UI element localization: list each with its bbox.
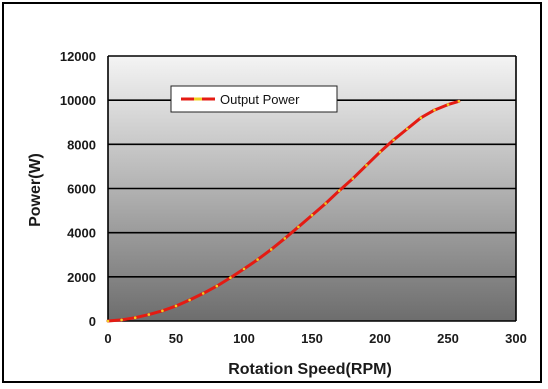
- data-point: [457, 99, 461, 103]
- data-point: [174, 304, 178, 308]
- x-tick-label: 250: [437, 331, 459, 346]
- data-point: [433, 108, 436, 112]
- x-axis-title: Rotation Speed(RPM): [228, 361, 392, 378]
- data-point: [310, 213, 314, 217]
- data-point: [106, 319, 110, 323]
- y-tick-label: 0: [89, 314, 96, 329]
- data-point: [283, 237, 287, 240]
- series-layer: [106, 99, 461, 323]
- data-point: [405, 127, 409, 131]
- y-tick-labels: 0 2000 4000 6000 8000 10000 12000: [60, 49, 96, 329]
- data-point: [215, 284, 219, 288]
- data-point: [188, 298, 191, 302]
- data-point: [324, 202, 327, 205]
- y-axis-title: Power(W): [27, 153, 44, 227]
- x-tick-label: 50: [169, 331, 183, 346]
- x-tick-label: 300: [505, 331, 527, 346]
- x-tick-label: 0: [104, 331, 111, 346]
- data-point: [269, 248, 273, 251]
- data-point: [256, 258, 259, 261]
- data-point: [419, 116, 423, 120]
- x-tick-labels: 0 50 100 150 200 250 300: [104, 331, 526, 346]
- data-point: [242, 267, 246, 271]
- x-tick-label: 200: [369, 331, 391, 346]
- x-tick-label: 100: [233, 331, 255, 346]
- data-point: [446, 103, 450, 106]
- data-point: [297, 225, 300, 229]
- x-tick-label: 150: [301, 331, 323, 346]
- y-tick-label: 2000: [67, 270, 96, 285]
- data-point: [201, 292, 205, 295]
- data-point: [133, 316, 137, 319]
- y-tick-label: 12000: [60, 49, 96, 64]
- data-point: [392, 138, 395, 142]
- data-point: [120, 318, 123, 322]
- legend-label: Output Power: [220, 92, 300, 107]
- data-point: [161, 309, 164, 313]
- data-point: [229, 276, 232, 280]
- data-point: [147, 313, 151, 316]
- data-point: [351, 177, 355, 180]
- y-tick-label: 8000: [67, 137, 96, 152]
- data-point: [378, 150, 382, 154]
- y-tick-label: 4000: [67, 226, 96, 241]
- y-tick-label: 10000: [60, 93, 96, 108]
- y-tick-label: 6000: [67, 182, 96, 197]
- data-point: [337, 189, 341, 193]
- data-point: [365, 164, 368, 167]
- legend: Output Power: [170, 85, 338, 113]
